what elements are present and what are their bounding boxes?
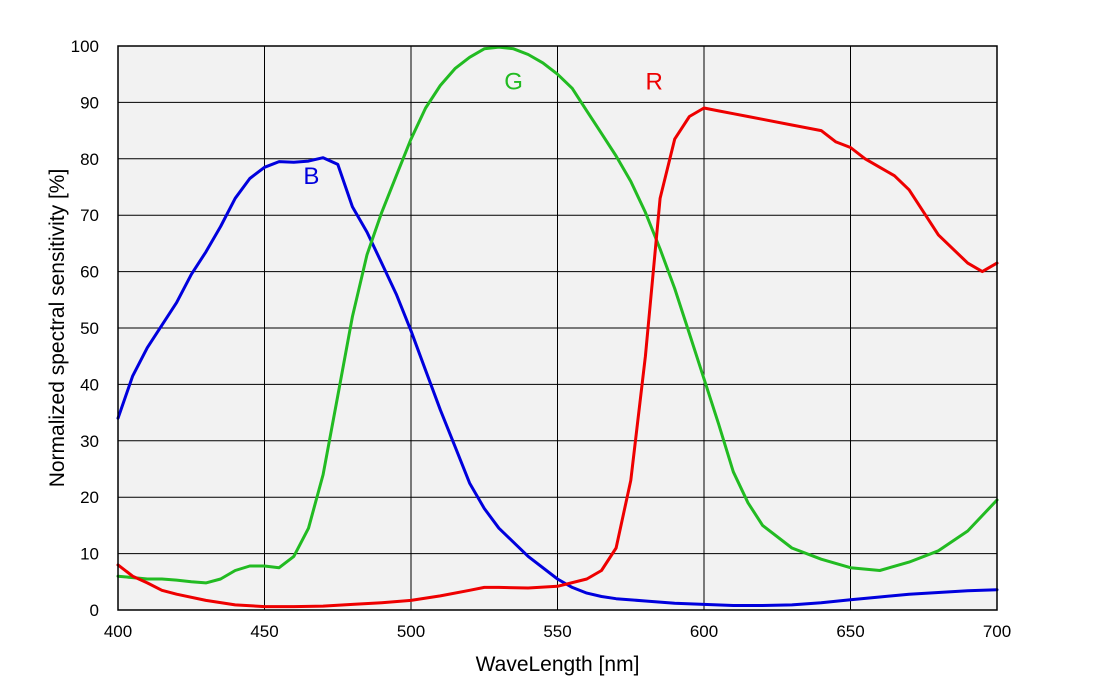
series-label-r: R <box>646 68 663 95</box>
y-tick-label: 20 <box>80 488 99 507</box>
series-label-b: B <box>303 163 319 190</box>
y-tick-label: 50 <box>80 319 99 338</box>
y-tick-label: 10 <box>80 545 99 564</box>
series-layer <box>116 45 999 609</box>
x-axis-title: WaveLength [nm] <box>476 653 640 676</box>
x-tick-labels: 400 450 500 550 600 650 700 <box>104 622 1011 641</box>
x-tick-label: 700 <box>983 622 1011 641</box>
x-tick-label: 550 <box>543 622 571 641</box>
x-tick-label: 400 <box>104 622 132 641</box>
y-tick-label: 100 <box>71 37 99 56</box>
series-line-r <box>116 106 999 609</box>
series-line-g <box>116 45 999 585</box>
y-tick-label: 40 <box>80 375 99 394</box>
x-tick-label: 650 <box>836 622 864 641</box>
y-tick-label: 30 <box>80 432 99 451</box>
x-tick-label: 450 <box>250 622 278 641</box>
y-tick-label: 0 <box>90 601 99 620</box>
y-tick-label: 80 <box>80 150 99 169</box>
series-label-g: G <box>504 68 523 95</box>
y-axis-title: Normalized spectral sensitivity [%] <box>46 169 69 488</box>
series-line-b <box>116 156 999 607</box>
y-tick-label: 90 <box>80 93 99 112</box>
series-annotations: B G R <box>303 68 662 190</box>
y-tick-labels: 0 10 20 30 40 50 60 70 80 90 100 <box>71 37 99 620</box>
x-tick-label: 500 <box>397 622 425 641</box>
y-tick-label: 70 <box>80 206 99 225</box>
plot-border <box>117 45 998 611</box>
x-tick-label: 600 <box>690 622 718 641</box>
y-tick-label: 60 <box>80 263 99 282</box>
